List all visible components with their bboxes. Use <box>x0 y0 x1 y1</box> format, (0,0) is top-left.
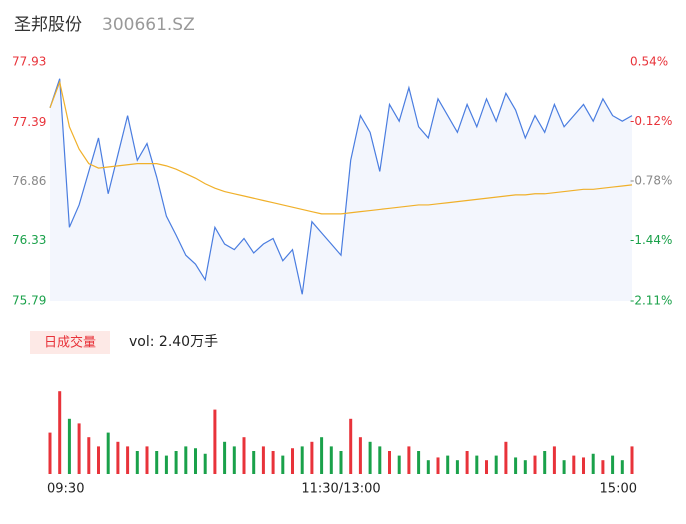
volume-bar <box>320 437 324 474</box>
volume-bar <box>329 446 333 474</box>
price-area <box>50 78 632 301</box>
volume-bar <box>407 446 411 474</box>
volume-bar <box>397 455 401 474</box>
volume-bar <box>349 418 353 474</box>
volume-bar <box>126 446 130 474</box>
volume-bar <box>135 451 139 474</box>
volume-bar <box>184 446 188 474</box>
y2-tick-label: -2.11% <box>630 294 672 308</box>
volume-bar <box>543 451 547 474</box>
stock-code: 300661.SZ <box>102 15 195 35</box>
volume-bar <box>213 409 217 474</box>
volume-bar <box>601 460 605 474</box>
y-tick-label: 77.93 <box>12 55 46 69</box>
volume-bar <box>630 446 634 474</box>
volume-bar <box>242 437 246 474</box>
volume-bar <box>203 453 207 474</box>
volume-bar <box>106 432 110 474</box>
volume-bar <box>552 446 556 474</box>
volume-bar <box>58 391 62 474</box>
volume-bar <box>174 451 178 474</box>
x-tick-label: 11:30/13:00 <box>301 482 380 497</box>
volume-bar <box>523 460 527 474</box>
volume-bar <box>164 455 168 474</box>
legend-label: 日成交量 <box>44 335 96 351</box>
volume-bar <box>562 460 566 474</box>
line-average <box>49 79 633 215</box>
y-tick-label: 76.86 <box>12 174 46 188</box>
volume-bar <box>291 448 294 474</box>
volume-bar <box>87 437 91 474</box>
volume-bar <box>514 457 518 474</box>
volume-bar <box>194 448 197 474</box>
volume-bar <box>572 455 576 474</box>
volume-bar <box>368 441 372 474</box>
y-tick-label: 77.39 <box>12 115 46 129</box>
volume-bar <box>582 457 585 474</box>
volume-bar <box>417 451 421 474</box>
volume-bar <box>48 432 52 474</box>
y2-tick-label: 0.54% <box>630 55 668 69</box>
volume-bar <box>620 460 624 474</box>
x-tick-label: 09:30 <box>47 482 84 497</box>
volume-bar <box>271 451 275 474</box>
volume-bar <box>77 423 81 474</box>
stock-name: 圣邦股份 <box>14 15 82 35</box>
legend-box <box>30 331 110 354</box>
volume-bar <box>281 455 285 474</box>
volume-bar <box>261 446 265 474</box>
volume-bar <box>116 441 120 474</box>
volume-bar <box>252 451 256 474</box>
volume-bar <box>145 446 149 474</box>
volume-bar <box>300 446 304 474</box>
x-tick-label: 15:00 <box>600 482 637 497</box>
volume-bar <box>426 460 430 474</box>
y2-tick-label: -0.78% <box>630 174 672 188</box>
volume-bar <box>611 455 615 474</box>
volume-bar <box>378 446 382 474</box>
volume-bar <box>591 453 595 474</box>
y-tick-label: 76.33 <box>12 233 46 247</box>
volume-bar <box>504 441 508 474</box>
volume-bar <box>232 446 236 474</box>
volume-bar <box>533 455 537 474</box>
volume-bar <box>155 451 159 474</box>
y2-tick-label: -0.12% <box>630 114 672 128</box>
volume-bar <box>465 451 469 474</box>
volume-bar <box>97 446 100 474</box>
line-price <box>49 78 633 295</box>
volume-label: vol: 2.40万手 <box>129 334 218 350</box>
volume-bar <box>310 441 314 474</box>
volume-bar <box>455 460 459 474</box>
volume-bar <box>339 451 343 474</box>
volume-bar <box>494 455 498 474</box>
volume-bar <box>358 437 362 474</box>
volume-bar <box>475 455 479 474</box>
volume-bar <box>388 451 391 474</box>
y-tick-label: 75.79 <box>12 294 46 308</box>
volume-bar <box>485 460 488 474</box>
volume-bar <box>223 441 227 474</box>
y2-tick-label: -1.44% <box>630 233 672 247</box>
volume-bar <box>436 457 440 474</box>
volume-bar <box>67 418 71 474</box>
volume-bar <box>446 455 450 474</box>
